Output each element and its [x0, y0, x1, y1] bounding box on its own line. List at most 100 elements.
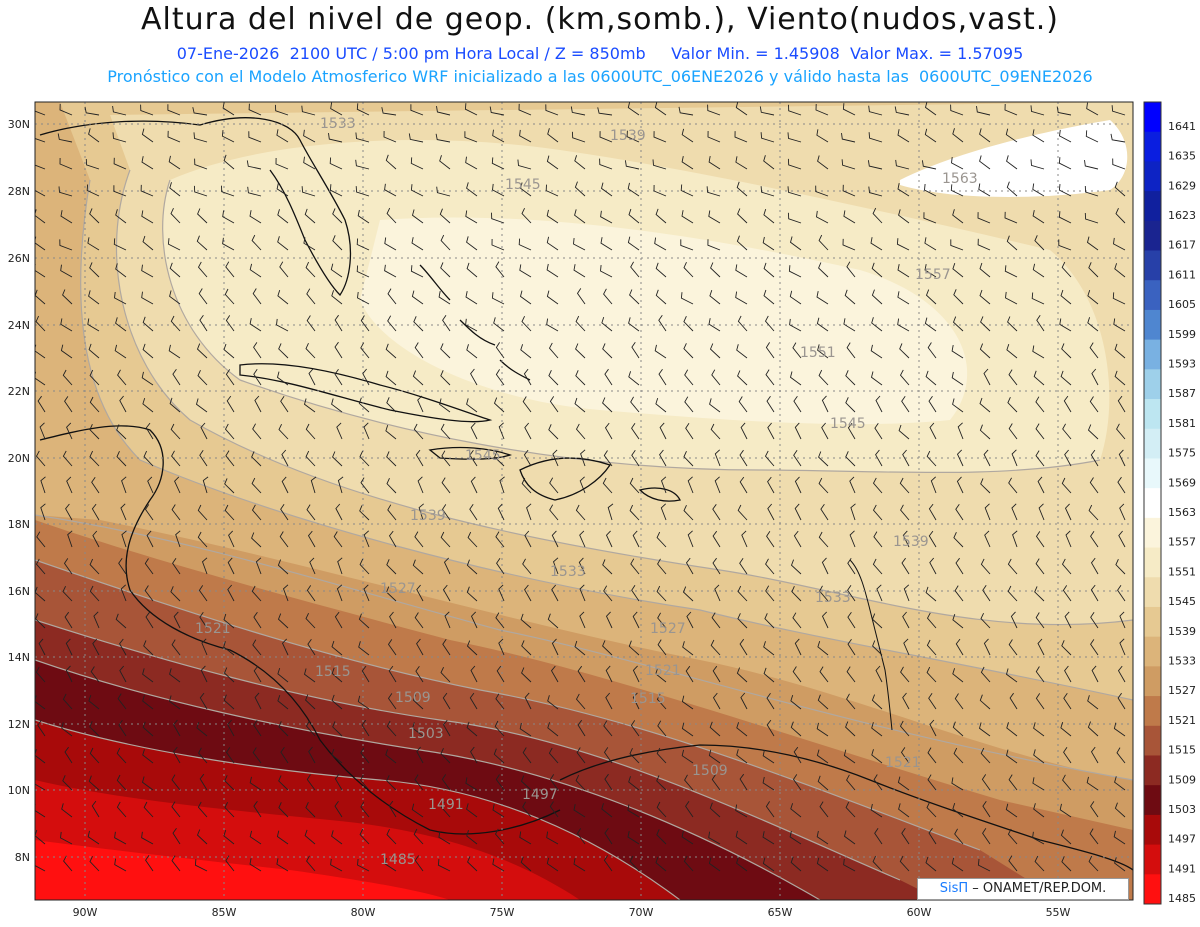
- wind-barb: [871, 289, 883, 305]
- wind-barb: [627, 182, 640, 197]
- wind-barb: [466, 344, 478, 359]
- wind-barb: [898, 424, 910, 440]
- colorbar-swatch: [1144, 666, 1161, 697]
- wind-barb: [1034, 235, 1045, 251]
- colorbar-swatch: [1144, 636, 1161, 667]
- wind-barb: [681, 128, 694, 143]
- wind-barb: [358, 613, 370, 629]
- wind-barb: [846, 774, 856, 791]
- wind-barb: [62, 775, 73, 791]
- wind-barb: [928, 693, 937, 710]
- wind-barb: [193, 132, 208, 143]
- wind-barb: [306, 585, 316, 602]
- wind-barb: [924, 264, 937, 278]
- wind-barb: [36, 531, 46, 548]
- lat-label: 18N: [8, 518, 30, 531]
- wind-barb: [900, 666, 910, 683]
- wind-barb: [494, 828, 505, 845]
- wind-barb: [574, 397, 586, 413]
- wind-barb: [981, 774, 991, 791]
- wind-barb: [464, 131, 478, 143]
- wind-barb: [201, 638, 208, 656]
- wind-barb: [279, 261, 289, 278]
- wind-barb: [88, 694, 100, 710]
- wind-barb: [280, 504, 289, 521]
- wind-barb: [706, 186, 721, 197]
- wind-barb: [573, 858, 586, 872]
- wind-barb: [901, 396, 910, 413]
- wind-barb: [955, 638, 964, 656]
- wind-barb: [872, 477, 883, 494]
- wind-barb: [197, 208, 208, 224]
- wind-barb: [146, 530, 154, 548]
- wind-barb: [1061, 558, 1072, 575]
- wind-barb: [789, 236, 802, 251]
- wind-barb: [85, 158, 100, 170]
- wind-barb: [60, 264, 73, 278]
- wind-barb: [334, 341, 343, 359]
- wind-barb: [169, 262, 181, 278]
- wind-barb: [199, 450, 208, 467]
- wind-barb: [246, 160, 262, 170]
- wind-barb: [167, 130, 181, 143]
- wind-barb: [575, 370, 586, 386]
- wind-barb: [711, 369, 721, 386]
- wind-barb: [496, 665, 505, 683]
- wind-barb: [602, 343, 613, 359]
- wind-barb: [735, 830, 748, 845]
- wind-barb: [574, 209, 586, 224]
- wind-barb: [145, 422, 154, 440]
- colorbar-swatch: [1144, 844, 1161, 875]
- colorbar-label: 1557: [1168, 536, 1196, 549]
- wind-barb: [60, 831, 73, 845]
- wind-barb: [1084, 212, 1099, 224]
- wind-barb: [844, 289, 856, 305]
- wind-barb: [847, 558, 856, 575]
- wind-barb: [818, 477, 829, 494]
- wind-barb: [952, 613, 964, 629]
- colorbar-swatch: [1144, 814, 1161, 846]
- wind-barb: [659, 422, 667, 440]
- wind-barb: [954, 828, 964, 845]
- wind-barb: [1006, 343, 1018, 359]
- wind-barb: [629, 477, 640, 494]
- wind-barb: [1012, 530, 1018, 548]
- contour-label: 1527: [650, 621, 686, 637]
- wind-barb: [739, 773, 748, 791]
- wind-barb: [631, 342, 640, 359]
- wind-barb: [145, 855, 154, 872]
- wind-barb: [255, 557, 262, 575]
- wind-barb: [604, 422, 613, 440]
- wind-barb: [787, 212, 802, 224]
- wind-barb: [440, 667, 451, 683]
- wind-barb: [359, 774, 370, 791]
- wind-barb: [60, 210, 73, 224]
- colorbar-swatch: [1144, 309, 1161, 341]
- wind-barb: [120, 503, 127, 521]
- wind-barb: [282, 584, 289, 602]
- wind-barb: [1032, 210, 1045, 224]
- wind-barb: [1058, 211, 1072, 224]
- wind-barb: [790, 721, 802, 737]
- wind-barb: [249, 858, 262, 872]
- wind-barb: [600, 237, 613, 251]
- wind-barb: [410, 265, 424, 278]
- wind-barb: [956, 476, 964, 494]
- wind-barb: [576, 747, 586, 764]
- wind-barb: [331, 667, 343, 683]
- wind-barb: [303, 237, 316, 251]
- wind-barb: [954, 693, 964, 710]
- wind-barb: [492, 804, 505, 818]
- wind-barb: [330, 858, 343, 872]
- wind-barb: [195, 398, 208, 413]
- wind-barb: [951, 857, 964, 872]
- wind-barb: [925, 856, 937, 872]
- wind-barb: [140, 184, 154, 197]
- wind-barb: [305, 261, 316, 278]
- wind-barb: [546, 831, 559, 845]
- wind-barb: [443, 557, 451, 575]
- wind-barb: [113, 157, 127, 170]
- wind-barb: [1006, 722, 1018, 737]
- wind-barb: [494, 720, 505, 737]
- wind-barb: [845, 801, 856, 818]
